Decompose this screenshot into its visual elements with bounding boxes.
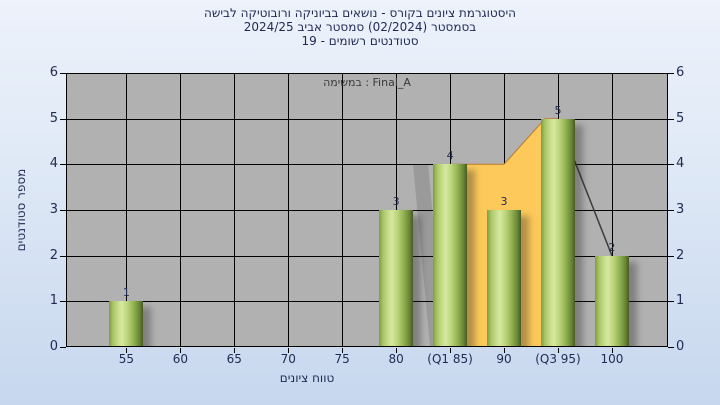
x-tick-label: 65 [227,352,242,366]
y-tick-mark-left [60,347,66,348]
y-tick-label-right: 2 [676,248,706,264]
y-tick-label-right: 1 [676,293,706,309]
x-tick-label: 80 [388,352,403,366]
gridline-horizontal [66,301,668,302]
y-tick-label-right: 3 [676,202,706,218]
series-legend: במשימה : Final_A [323,76,411,89]
x-tick-label: 60 [173,352,188,366]
y-tick-label-left: 5 [28,111,58,127]
x-tick-label: (Q1 85) [427,352,473,366]
x-tick-label: 70 [281,352,296,366]
bar-value-label: 1 [123,286,130,299]
chart-title: היסטוגרמת ציונים בקורס - נושאים בביוניקה… [0,6,720,20]
bar-95 [541,119,575,347]
y-axis-title: מספר סטודנטים [14,110,28,310]
bar-90 [487,210,521,347]
x-tick-label: (Q3 95) [535,352,581,366]
bar-55 [109,301,143,347]
y-tick-mark-right [668,73,674,74]
y-tick-label-left: 4 [28,156,58,172]
grade-histogram-page: היסטוגרמת ציונים בקורס - נושאים בביוניקה… [0,0,720,405]
bar-value-label: 3 [501,195,508,208]
y-tick-mark-right [668,210,674,211]
bar-value-label: 3 [393,195,400,208]
y-tick-label-right: 4 [676,156,706,172]
gridline-horizontal [66,164,668,165]
y-tick-mark-right [668,256,674,257]
y-tick-label-right: 5 [676,111,706,127]
y-tick-mark-right [668,347,674,348]
y-tick-mark-right [668,119,674,120]
registered-students-line: סטודנטים רשומים - 19 [0,34,720,48]
y-tick-label-left: 3 [28,202,58,218]
bar-value-label: 4 [447,149,454,162]
bar-80 [379,210,413,347]
x-axis-title: טווח ציונים [280,371,335,385]
y-tick-mark-right [668,301,674,302]
x-tick-label: 55 [119,352,134,366]
y-tick-label-left: 1 [28,293,58,309]
y-tick-label-left: 6 [28,65,58,81]
y-tick-label-left: 0 [28,339,58,355]
x-tick-label: 100 [600,352,623,366]
y-tick-mark-left [60,73,66,74]
plot-area: 1 3 4 3 5 2 במשימה : Final_A [66,73,668,347]
x-tick-label: 75 [335,352,350,366]
y-tick-label-right: 6 [676,65,706,81]
y-tick-label-right: 0 [676,339,706,355]
chart-subtitle: בסמסטר (02/2024) סמסטר אביב 2024/25 [0,20,720,34]
chart-title-block: היסטוגרמת ציונים בקורס - נושאים בביוניקה… [0,6,720,48]
gridline-horizontal [66,256,668,257]
bar-85 [433,164,467,347]
bar-value-label: 2 [608,241,615,254]
gridline-horizontal [66,210,668,211]
y-tick-mark-right [668,164,674,165]
bar-value-label: 5 [554,104,561,117]
x-tick-label: 90 [496,352,511,366]
bar-100 [595,256,629,347]
y-tick-label-left: 2 [28,248,58,264]
gridline-horizontal [66,119,668,120]
